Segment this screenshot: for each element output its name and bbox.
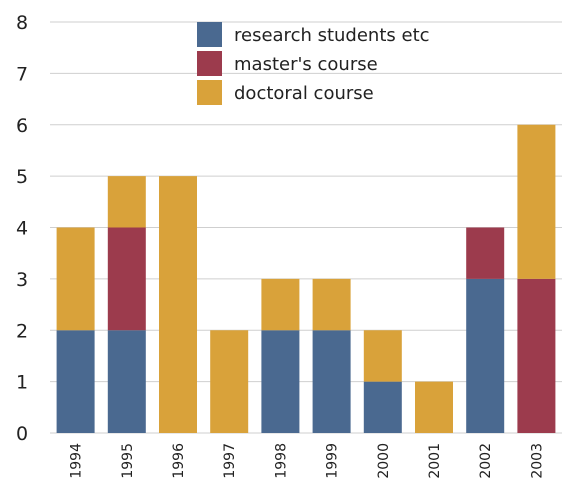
x-tick-label: 1997 xyxy=(222,443,238,479)
y-tick-label: 8 xyxy=(16,12,28,34)
bar-segment xyxy=(56,227,95,331)
legend-swatch xyxy=(197,80,222,105)
bar-segment xyxy=(107,330,146,433)
x-tick-label: 1999 xyxy=(325,443,341,479)
bar-segment xyxy=(517,124,556,279)
x-tick-label: 1996 xyxy=(171,443,187,479)
y-tick-label: 1 xyxy=(16,372,28,394)
bar-segment xyxy=(107,176,146,228)
y-tick-label: 3 xyxy=(16,269,28,291)
x-tick-label: 2003 xyxy=(529,443,545,479)
bar-segment xyxy=(56,330,95,433)
legend-swatch xyxy=(197,22,222,47)
legend-swatch xyxy=(197,51,222,76)
bar-segment xyxy=(517,278,556,433)
x-tick-label: 1995 xyxy=(120,443,136,479)
bar-segment xyxy=(312,330,351,433)
y-tick-label: 5 xyxy=(16,166,28,188)
bar-segment xyxy=(210,330,249,433)
y-tick-label: 6 xyxy=(16,115,28,137)
y-tick-label: 0 xyxy=(16,423,28,445)
bar-segment xyxy=(363,330,402,382)
bar-segment xyxy=(261,278,300,331)
bar-segment xyxy=(107,227,146,331)
bar-segment xyxy=(261,330,300,433)
bar-segment xyxy=(363,381,402,433)
x-axis-ticks: 1994 1995 1996 1997 1998 1999 2000 2001 2002 2003 xyxy=(69,443,546,479)
bar-segment xyxy=(312,278,351,331)
bar-segment xyxy=(466,227,505,279)
x-tick-label: 2000 xyxy=(376,443,392,479)
x-tick-label: 1998 xyxy=(273,443,289,479)
x-tick-label: 1994 xyxy=(69,443,85,479)
x-tick-label: 2001 xyxy=(427,443,443,479)
legend-entry-label: master's course xyxy=(234,54,378,75)
x-tick-label: 2002 xyxy=(478,443,494,479)
bar-segment xyxy=(159,176,197,433)
legend: research students etc master's course doct… xyxy=(197,22,430,105)
bar-segment xyxy=(415,381,453,433)
y-axis-ticks: 0 1 2 3 4 5 6 7 8 xyxy=(16,12,28,445)
y-tick-label: 7 xyxy=(16,63,28,85)
bars xyxy=(56,124,556,433)
bar-segment xyxy=(466,278,505,433)
y-tick-label: 2 xyxy=(16,320,28,342)
y-tick-label: 4 xyxy=(16,218,28,240)
legend-entry-label: research students etc xyxy=(234,25,430,46)
legend-entry-label: doctoral course xyxy=(234,83,374,104)
